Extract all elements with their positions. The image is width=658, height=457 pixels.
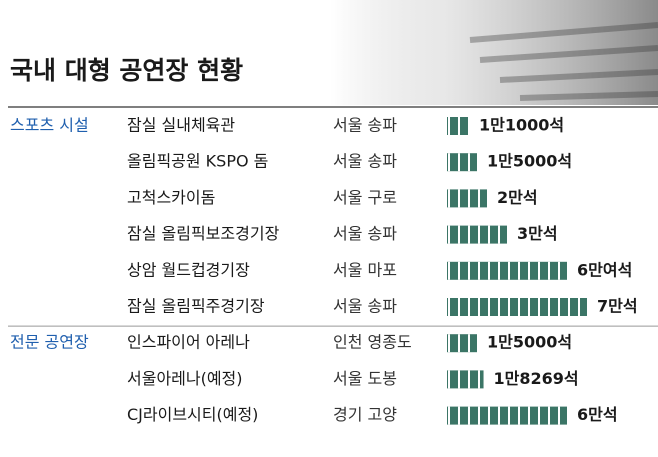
group-label: 스포츠 시설 [10, 116, 89, 135]
value-label: 6만석 [577, 405, 618, 424]
location: 서울 마포 [333, 260, 397, 279]
venue-name: 상암 월드컵경기장 [127, 260, 250, 279]
location: 서울 도봉 [333, 369, 397, 388]
value-label: 1만5000석 [487, 333, 572, 352]
venue-name: 올림픽공원 KSPO 돔 [127, 152, 268, 171]
venue-name: 고척스카이돔 [127, 188, 215, 207]
venue-name: 잠실 올림픽보조경기장 [127, 224, 280, 243]
venue-name: 인스파이어 아레나 [127, 333, 250, 352]
location: 인천 영종도 [333, 333, 412, 352]
background-photo [330, 0, 658, 105]
seat-rows [469, 22, 658, 101]
bar-segments [447, 225, 507, 244]
chart-title: 국내 대형 공연장 현황 [10, 56, 243, 85]
value-label: 1만1000석 [479, 116, 564, 135]
value-label: 1만5000석 [487, 152, 572, 171]
location: 서울 구로 [333, 188, 397, 207]
value-label: 7만석 [597, 297, 638, 316]
venue-name: 서울아레나(예정) [127, 369, 243, 388]
value-label: 2만석 [497, 188, 538, 207]
bar-segments [447, 370, 484, 389]
venue-name: 잠실 실내체육관 [127, 116, 235, 135]
bar-segments [447, 261, 567, 280]
bar-segments [447, 189, 487, 208]
location: 서울 송파 [333, 116, 397, 135]
value-label: 6만여석 [577, 260, 632, 279]
location: 서울 송파 [333, 224, 397, 243]
bar-segments [447, 298, 587, 316]
group-label: 전문 공연장 [10, 333, 89, 352]
location: 서울 송파 [333, 297, 397, 316]
bar-segments [447, 153, 477, 172]
venue-name: 잠실 올림픽주경기장 [127, 297, 265, 316]
value-label: 3만석 [517, 224, 558, 243]
bar-segments [447, 406, 567, 425]
location: 경기 고양 [333, 405, 397, 424]
value-label: 1만8269석 [494, 369, 579, 388]
location: 서울 송파 [333, 152, 397, 171]
venue-name: CJ라이브시티(예정) [127, 405, 258, 424]
bar-segments [447, 117, 469, 135]
bar-segments [447, 334, 477, 353]
